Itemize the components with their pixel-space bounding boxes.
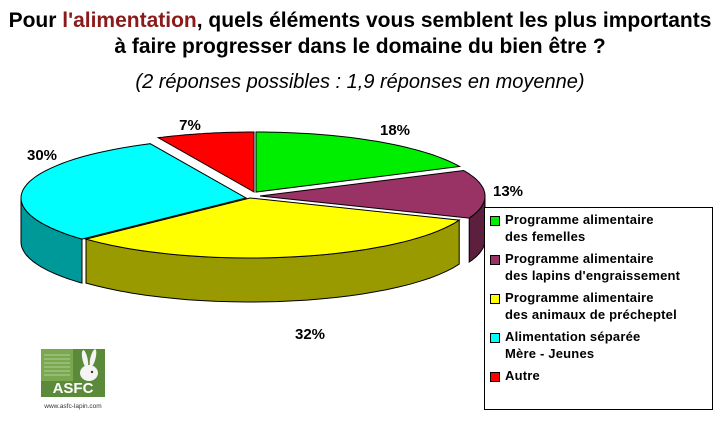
legend-label: Programme alimentaire des femelles [505, 212, 654, 244]
legend-item: Programme alimentaire des femelles [490, 211, 708, 245]
chart-legend: Programme alimentaire des femelles Progra… [484, 207, 713, 410]
pie-slice-autre [156, 131, 255, 193]
chart-title: Pour l'alimentation, quels éléments vous… [0, 8, 720, 60]
pie-value-label: 7% [179, 117, 201, 134]
legend-item: Programme alimentaire des animaux de pré… [490, 289, 708, 323]
pie-value-label: 13% [493, 183, 523, 200]
legend-swatch [490, 294, 500, 304]
legend-item: Autre [490, 367, 708, 384]
logo-url: www.asfc-lapin.com [43, 403, 101, 410]
pie-slice-alimentation-separee-mere-jeunes [20, 143, 248, 240]
pie-slice-programme-alimentaire-des-lapins-d-engraissement [259, 169, 486, 219]
legend-swatch [490, 333, 500, 343]
title-highlight: l'alimentation [62, 9, 197, 32]
title-text-start: Pour [8, 9, 63, 32]
legend-swatch [490, 216, 500, 226]
pie-value-label: 18% [380, 122, 410, 139]
legend-label: Programme alimentaire des animaux de pré… [505, 290, 677, 322]
logo-text: ASFC [53, 380, 94, 397]
pie-value-label: 30% [27, 147, 57, 164]
pie-value-label: 32% [295, 326, 325, 343]
legend-swatch [490, 255, 500, 265]
legend-label: Programme alimentaire des lapins d'engra… [505, 251, 681, 283]
legend-item: Alimentation séparée Mère - Jeunes [490, 328, 708, 362]
legend-label: Alimentation séparée Mère - Jeunes [505, 329, 641, 361]
rabbit-icon [80, 349, 98, 381]
chart-subtitle: (2 réponses possibles : 1,9 réponses en … [135, 71, 585, 93]
legend-label: Autre [505, 368, 540, 383]
pie-slice-programme-alimentaire-des-femelles [255, 131, 462, 193]
pie-slice-programme-alimentaire-des-animaux-de-precheptel [84, 197, 461, 259]
asfc-logo: ASFC www.asfc-lapin.com [41, 349, 105, 410]
legend-item: Programme alimentaire des lapins d'engra… [490, 250, 708, 284]
title-text-end: , quels éléments vous semblent les plus … [114, 9, 712, 58]
legend-swatch [490, 372, 500, 382]
